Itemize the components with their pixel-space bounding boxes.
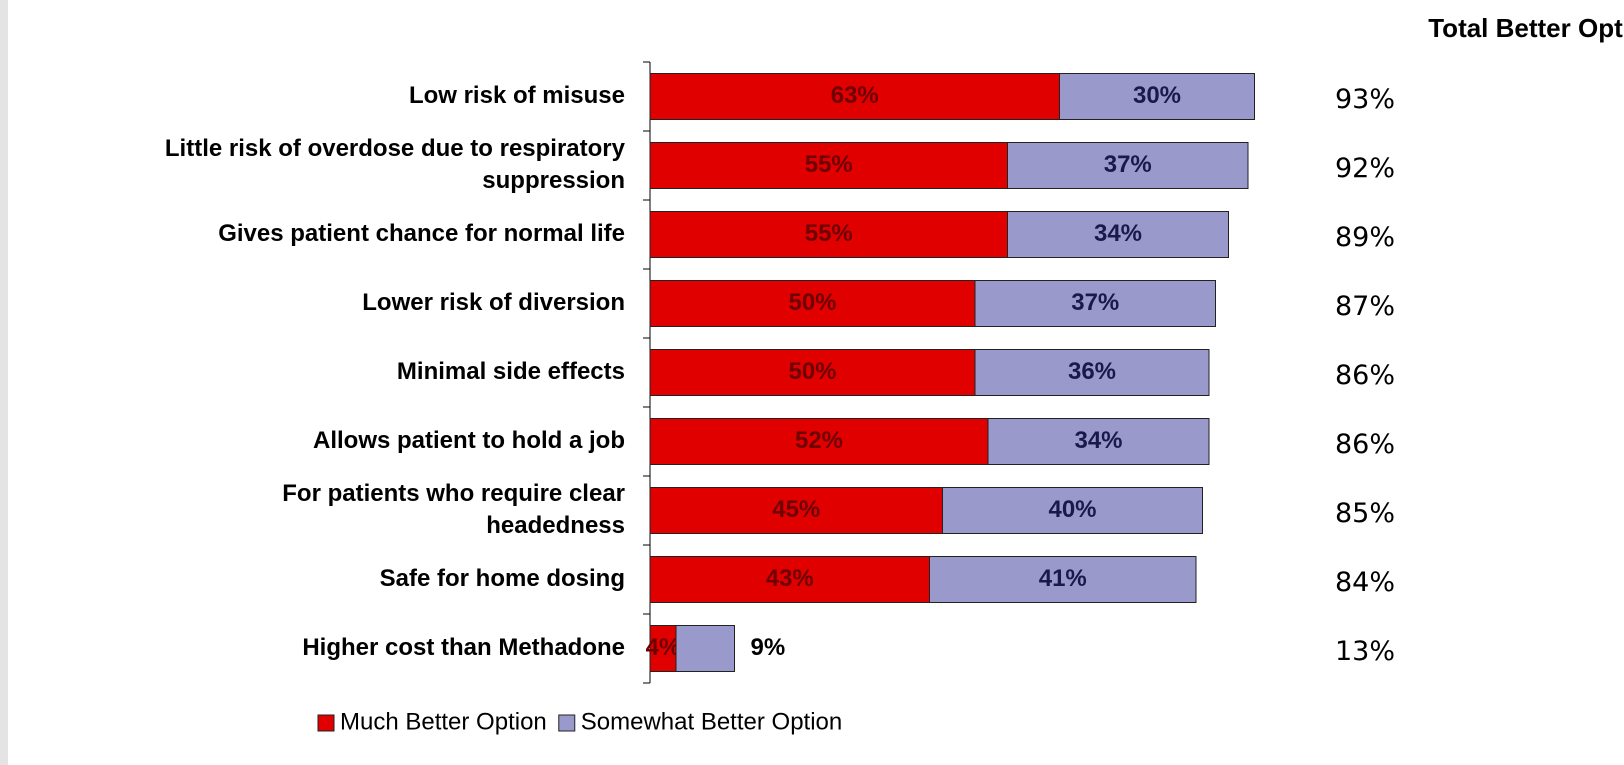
left-border <box>0 0 8 765</box>
total-label: 85% <box>1335 498 1395 529</box>
value-label: 52% <box>795 427 843 454</box>
category-label: Gives patient chance for normal life <box>218 220 625 247</box>
total-label: 13% <box>1335 636 1395 667</box>
legend-label: Much Better Option <box>340 708 547 735</box>
total-label: 84% <box>1335 567 1395 598</box>
legend-swatch <box>558 714 576 732</box>
category-label: Higher cost than Methadone <box>302 634 625 661</box>
bar-segment <box>649 487 943 534</box>
total-label: 93% <box>1335 84 1395 115</box>
value-label: 37% <box>1071 289 1119 316</box>
bar-segment <box>929 556 1197 603</box>
value-label: 63% <box>831 82 879 109</box>
bar-segment <box>1007 211 1229 258</box>
bar-segment <box>649 556 930 603</box>
value-label: 9% <box>751 634 786 661</box>
total-label: 89% <box>1335 222 1395 253</box>
bar-segment <box>974 280 1216 327</box>
value-label: 37% <box>1104 151 1152 178</box>
bar-segment <box>649 418 989 465</box>
category-label: Minimal side effects <box>397 358 625 385</box>
value-label: 40% <box>1048 496 1096 523</box>
category-label: suppression <box>482 167 625 194</box>
bar-segment <box>675 625 735 672</box>
bar-segment <box>942 487 1203 534</box>
bar-segment <box>1007 142 1249 189</box>
value-label: 55% <box>805 151 853 178</box>
bar-segment <box>649 73 1060 120</box>
total-label: 87% <box>1335 291 1395 322</box>
category-label: Safe for home dosing <box>380 565 625 592</box>
category-label: Lower risk of diversion <box>362 289 625 316</box>
category-label: Low risk of misuse <box>409 82 625 109</box>
value-label: 34% <box>1074 427 1122 454</box>
legend-swatch <box>317 714 335 732</box>
bar-segment <box>649 349 976 396</box>
value-label: 50% <box>788 289 836 316</box>
total-label: 86% <box>1335 429 1395 460</box>
bar-segment <box>649 211 1008 258</box>
bar-segment <box>1059 73 1255 120</box>
value-label: 36% <box>1068 358 1116 385</box>
total-label: 86% <box>1335 360 1395 391</box>
value-label: 30% <box>1133 82 1181 109</box>
bar-segment <box>974 349 1210 396</box>
value-label: 34% <box>1094 220 1142 247</box>
category-label: For patients who require clear <box>282 480 625 507</box>
bar-segment <box>987 418 1210 465</box>
value-label: 4% <box>646 634 681 661</box>
total-header: Total Better Option <box>1428 13 1624 43</box>
bar-segment <box>649 625 677 672</box>
bar-segment <box>649 280 976 327</box>
category-label: Allows patient to hold a job <box>313 427 625 454</box>
total-label: 92% <box>1335 153 1395 184</box>
value-label: 55% <box>805 220 853 247</box>
category-label: Little risk of overdose due to respirato… <box>165 135 626 162</box>
value-label: 45% <box>772 496 820 523</box>
legend-label: Somewhat Better Option <box>581 708 842 735</box>
value-label: 50% <box>788 358 836 385</box>
category-label: headedness <box>486 512 625 539</box>
value-label: 41% <box>1039 565 1087 592</box>
bar-segment <box>649 142 1008 189</box>
value-label: 43% <box>766 565 814 592</box>
